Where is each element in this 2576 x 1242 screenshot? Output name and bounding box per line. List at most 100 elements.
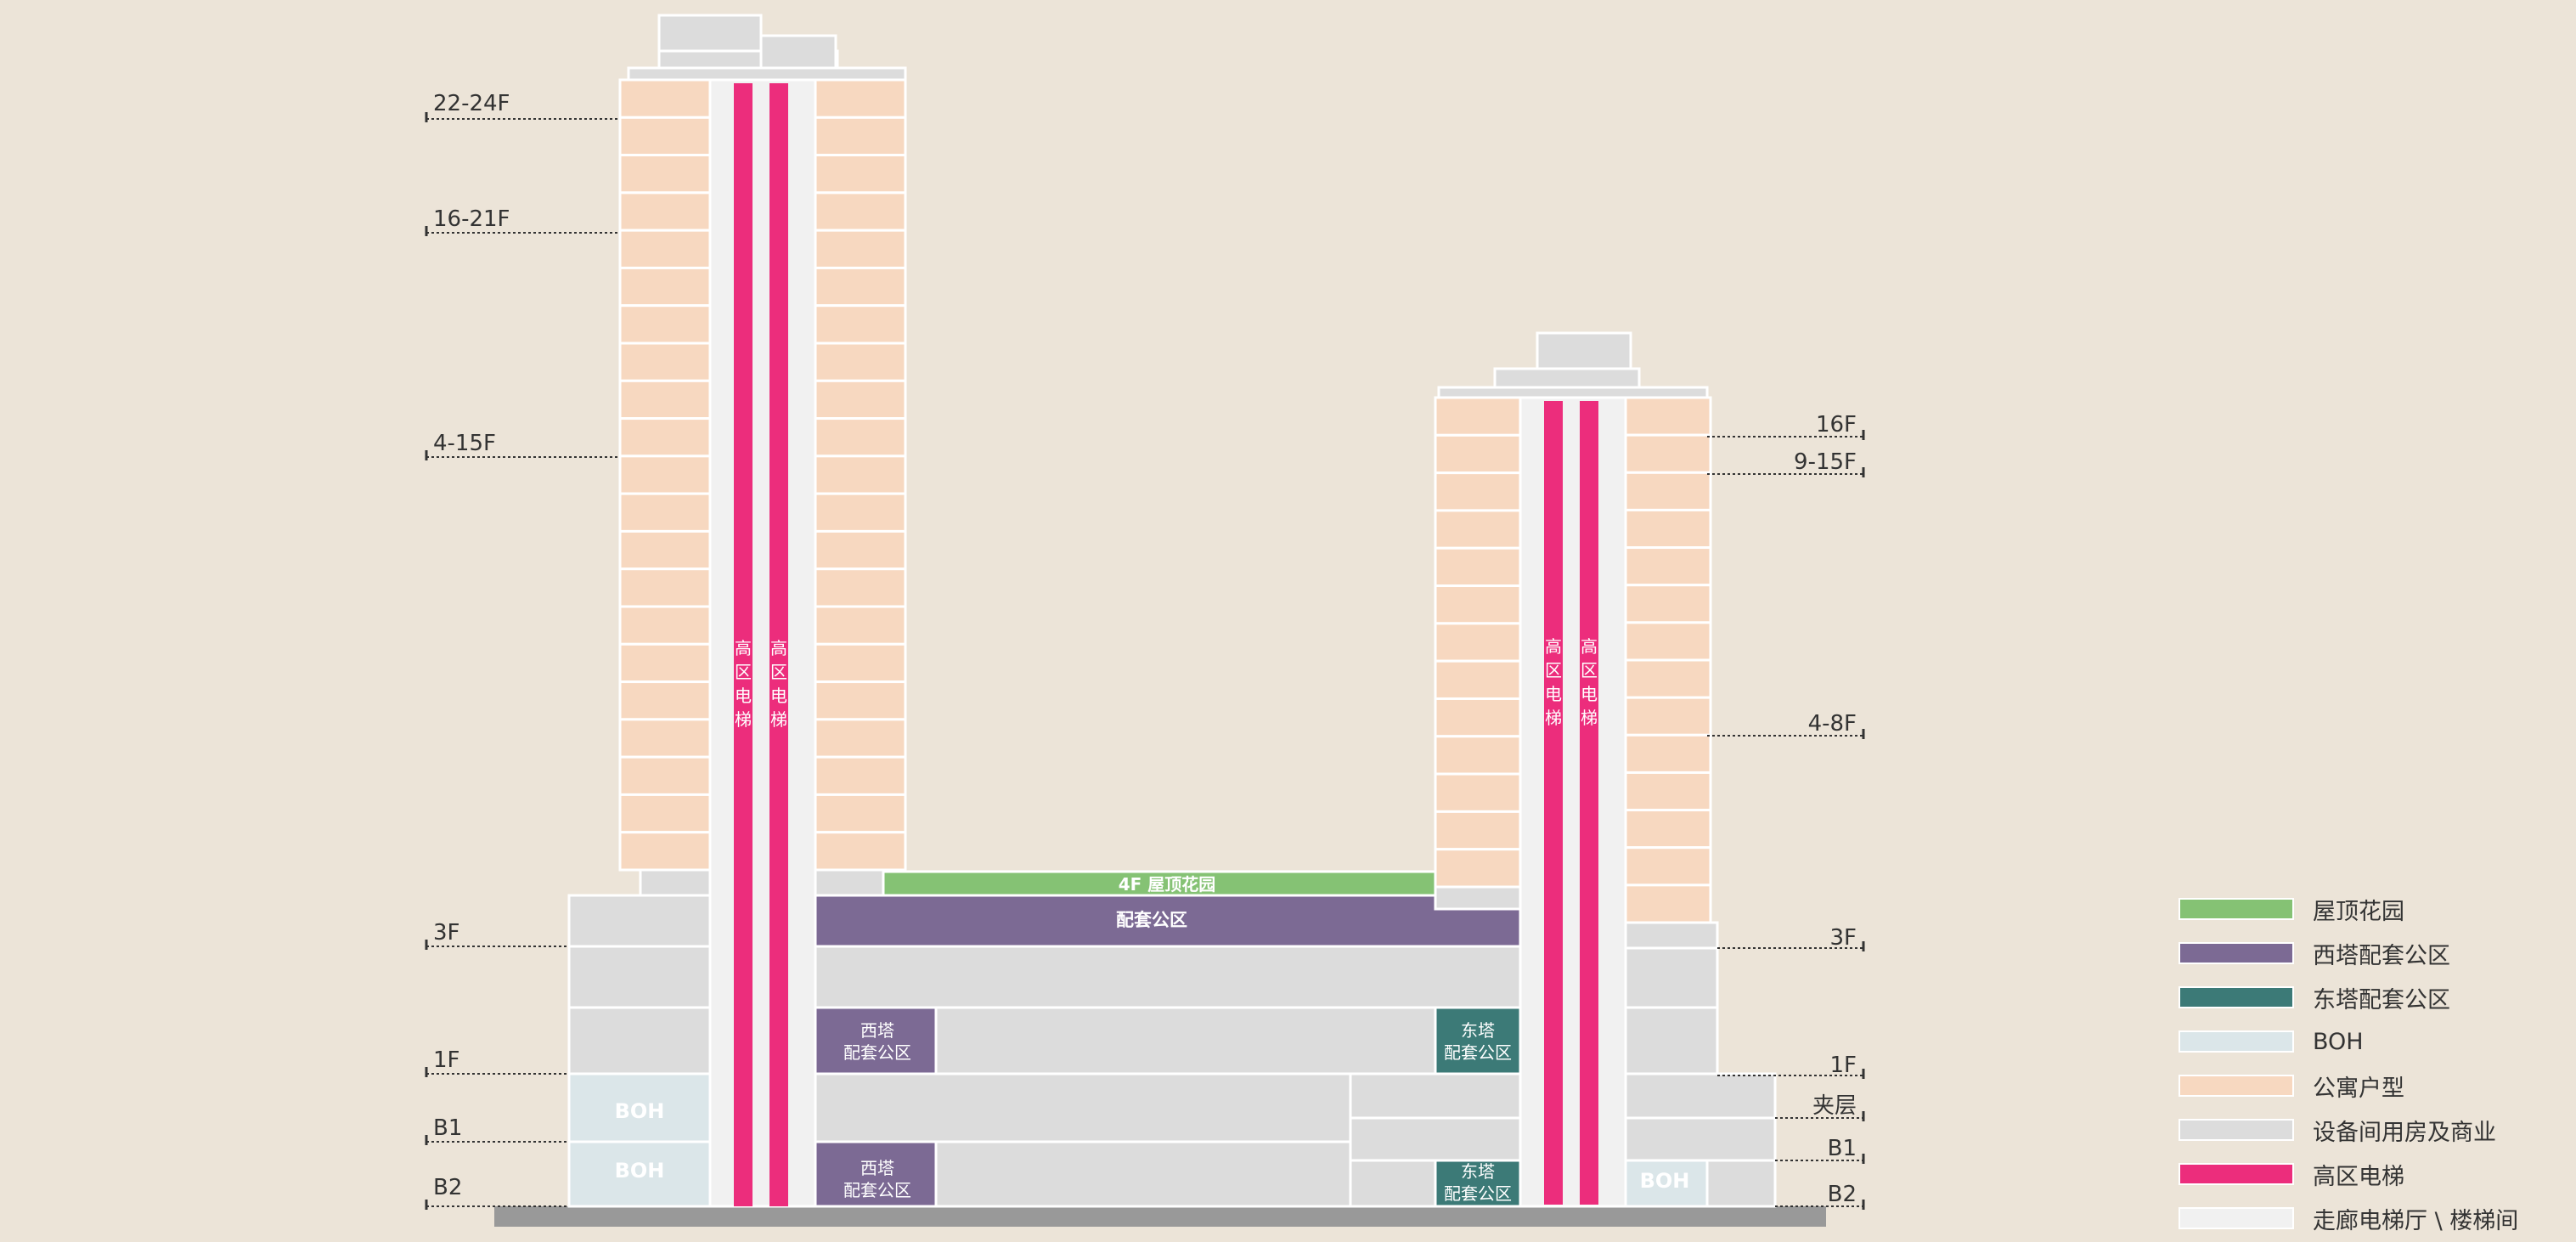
east-amenity-upper-block — [1434, 1006, 1522, 1075]
elevator-shaft — [1544, 401, 1563, 1205]
east-roof-parapet — [1437, 386, 1709, 399]
east-floor-label-b2: B2 — [1828, 1182, 1857, 1207]
east-apartment-unit — [1434, 772, 1522, 813]
legend-label: 设备间用房及商业 — [2313, 1119, 2496, 1146]
east-apartment-unit — [1624, 508, 1712, 550]
west-apartment-unit — [814, 191, 907, 232]
west-apartment-unit — [618, 417, 712, 458]
east-amenity-upper-line2: 配套公区 — [1444, 1042, 1512, 1063]
east-apartment-unit — [1624, 846, 1712, 887]
west-apartment-unit — [814, 793, 907, 834]
west-apartment-unit — [618, 605, 712, 646]
west-amenity-upper-line2: 配套公区 — [843, 1042, 911, 1063]
east-amenity-lower-line2: 配套公区 — [1444, 1183, 1512, 1204]
east-apartment-unit — [1624, 658, 1712, 699]
west-apartment-unit — [618, 492, 712, 533]
elevator-label-char: 区 — [735, 662, 752, 682]
legend-swatch — [2179, 1119, 2294, 1141]
elevator-label-char: 高 — [735, 638, 752, 658]
west-apartment-unit — [814, 304, 907, 345]
elevator-label-char: 区 — [1581, 660, 1598, 680]
elevator-label-char: 电 — [1581, 684, 1598, 704]
west-apartment-unit — [814, 417, 907, 458]
west-apartment-unit — [618, 304, 712, 345]
legend-label: BOH — [2313, 1028, 2364, 1055]
legend-label: 公寓户型 — [2313, 1075, 2404, 1102]
ground-slab — [494, 1206, 1826, 1227]
elevator-shafts: 高区电梯 高区电梯 高区电梯 高区电梯 — [734, 83, 1598, 1206]
west-apartment-unit — [814, 78, 907, 119]
east-apartment-unit — [1624, 621, 1712, 662]
building-blocks — [567, 14, 1777, 1208]
west-apartment-unit — [618, 342, 712, 382]
west-floor-label-22-24f: 22-24F — [433, 91, 510, 116]
east-corridor-core — [1519, 396, 1627, 1208]
east-apartment-unit — [1624, 546, 1712, 587]
legend-swatch — [2179, 986, 2294, 1008]
east-amenity-upper-line1: 东塔 — [1461, 1020, 1495, 1041]
west-apartment-unit — [814, 454, 907, 495]
west-amenity-upper-block — [814, 1006, 938, 1075]
west-apartment-unit — [814, 680, 907, 721]
west-amenity-lower-line1: 西塔 — [860, 1158, 894, 1178]
east-apartment-unit — [1434, 697, 1522, 738]
elevator-label-char: 电 — [770, 686, 787, 706]
east-apartment-unit — [1434, 546, 1522, 588]
elevator-label-char: 电 — [735, 686, 752, 706]
amenity-center-label: 配套公区 — [1116, 910, 1187, 930]
east-apartment-unit — [1624, 809, 1712, 850]
legend-item-roof-garden: 屋顶花园 — [2179, 894, 2404, 925]
legend-item-boh: BOH — [2179, 1026, 2364, 1057]
west-apartment-unit — [814, 567, 907, 608]
west-floor-label-4-15f: 4-15F — [433, 431, 496, 456]
east-podium-service — [1624, 1072, 1777, 1120]
west-apartment-unit — [814, 755, 907, 796]
elevator-label-char: 电 — [1545, 684, 1562, 704]
legend-swatch — [2179, 1030, 2294, 1053]
west-podium-service — [567, 945, 712, 1009]
elevator-label-char: 梯 — [1581, 708, 1598, 728]
west-apartment-unit — [618, 793, 712, 834]
legend-label: 走廊电梯厅 \ 楼梯间 — [2313, 1207, 2519, 1234]
legend-item-west-amenity: 西塔配套公区 — [2179, 938, 2450, 969]
west-floor-label-b2: B2 — [433, 1175, 462, 1200]
east-floor-label-mezzanine: 夹层 — [1812, 1093, 1857, 1119]
west-apartment-unit — [618, 266, 712, 308]
west-floor-label-16-21f: 16-21F — [433, 206, 510, 232]
east-apartment-unit — [1434, 810, 1522, 851]
west-floor-label-1f: 1F — [433, 1047, 460, 1073]
west-apartment-unit — [814, 718, 907, 759]
east-service-block — [1624, 921, 1719, 950]
roof-garden-label: 4F 屋顶花园 — [1119, 874, 1216, 895]
east-apartment-unit — [1434, 848, 1522, 889]
elevator-label-char: 区 — [1545, 660, 1562, 680]
east-podium-service — [1705, 1159, 1777, 1208]
podium-service-band — [1349, 1159, 1437, 1208]
west-amenity-upper-line1: 西塔 — [860, 1020, 894, 1041]
legend-item-apartment: 公寓户型 — [2179, 1070, 2404, 1102]
west-boh-lower — [567, 1140, 712, 1208]
east-floor-label-1f: 1F — [1830, 1053, 1857, 1078]
legend-item-east-amenity: 东塔配套公区 — [2179, 982, 2450, 1013]
east-apartment-unit — [1434, 433, 1522, 475]
west-apartment-unit — [814, 492, 907, 533]
west-apartment-unit — [814, 229, 907, 269]
east-floor-label-9-15f: 9-15F — [1794, 449, 1857, 475]
legend-label: 屋顶花园 — [2313, 898, 2404, 925]
west-apartment-unit — [618, 191, 712, 232]
west-floor-label-3f: 3F — [433, 920, 460, 946]
west-apartment-unit — [618, 78, 712, 119]
elevator-label-char: 高 — [1545, 636, 1562, 657]
west-apartment-unit — [618, 154, 712, 195]
east-apartment-unit — [1434, 659, 1522, 700]
legend-label: 西塔配套公区 — [2313, 942, 2450, 969]
elevator-label-char: 高 — [770, 638, 787, 658]
legend-label: 高区电梯 — [2313, 1163, 2404, 1190]
west-apartment-unit — [814, 342, 907, 382]
west-roof-parapet — [627, 66, 907, 82]
elevator-shaft — [769, 83, 788, 1206]
west-apartment-unit — [814, 605, 907, 646]
roof-garden-block — [882, 870, 1437, 897]
elevator-label-char: 梯 — [1545, 708, 1562, 728]
podium-service-band — [1349, 1072, 1522, 1120]
